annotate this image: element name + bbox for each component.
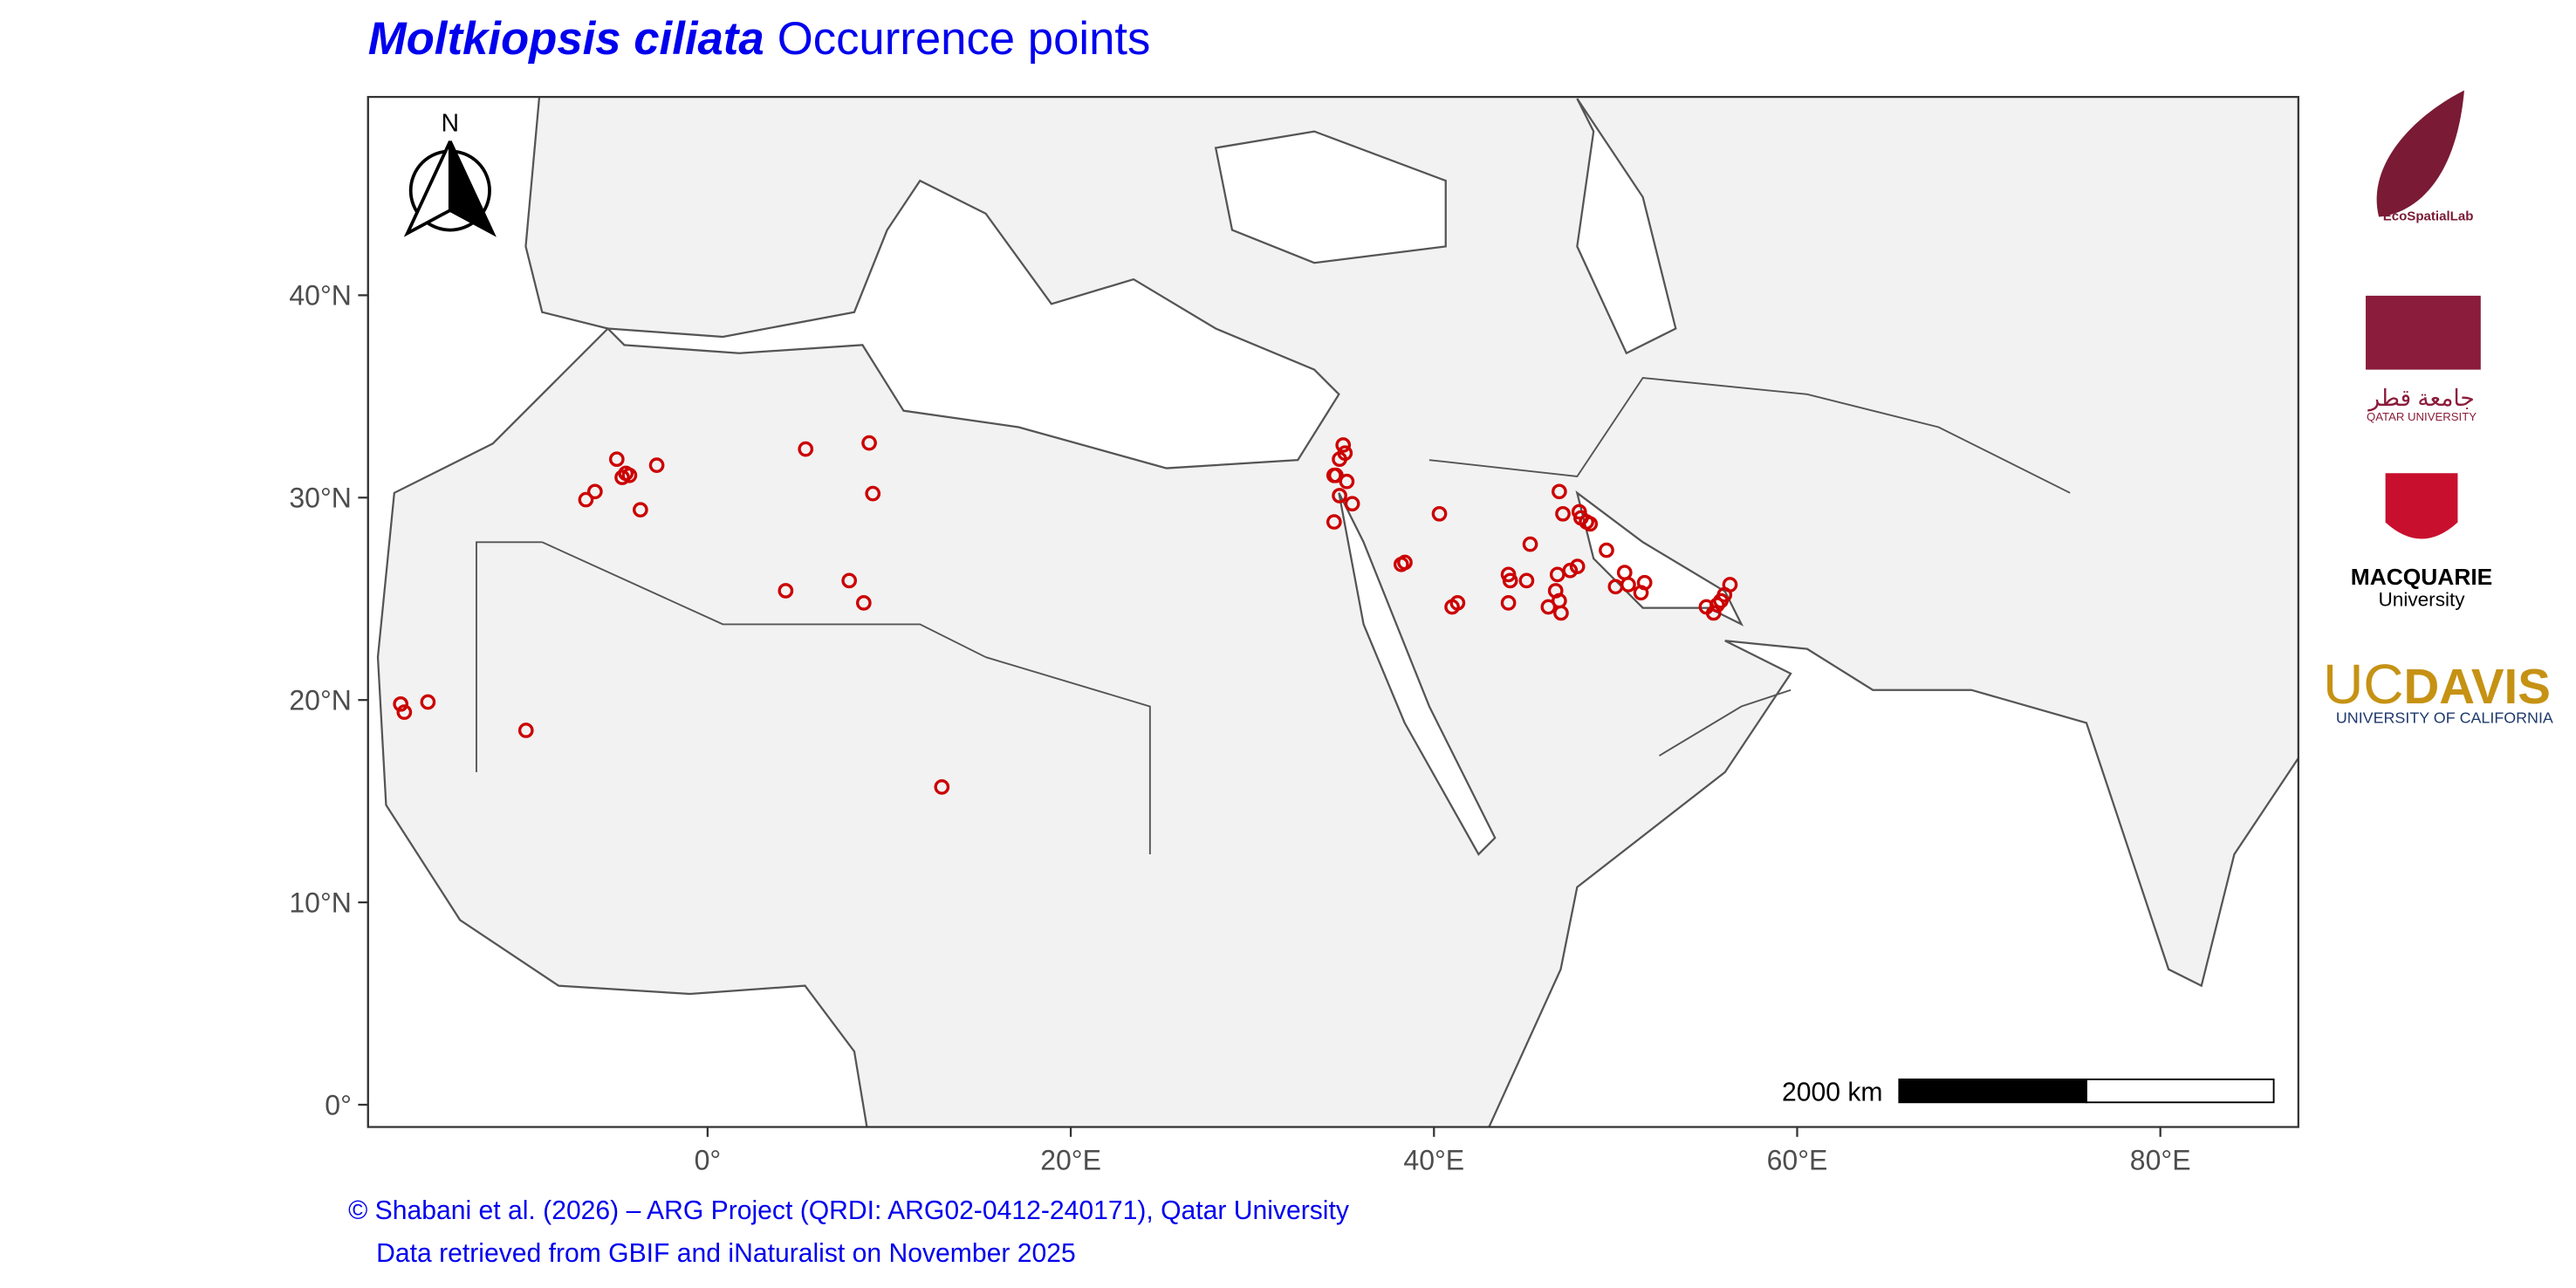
basemap bbox=[367, 97, 2299, 1127]
logo-text: جامعة قطر bbox=[2367, 385, 2474, 412]
logo-text: EcoSpatialLab bbox=[2383, 209, 2474, 223]
occurrence-point bbox=[1582, 516, 1599, 532]
title-species: Moltkiopsis ciliata bbox=[368, 13, 764, 65]
occurrence-point bbox=[1449, 595, 1466, 611]
occurrence-point bbox=[1552, 593, 1567, 609]
occurrence-point bbox=[1335, 437, 1352, 453]
caption-line: Data retrieved from GBIF and iNaturalist… bbox=[376, 1239, 1076, 1268]
occurrence-point bbox=[1555, 505, 1571, 522]
occurrence-point bbox=[1569, 558, 1586, 574]
borders bbox=[476, 377, 2071, 854]
occurrence-point bbox=[1599, 542, 1614, 558]
scale-black bbox=[1898, 1078, 2087, 1104]
occurrence-point bbox=[855, 595, 872, 611]
occurrence-point bbox=[578, 491, 594, 508]
occurrence-point bbox=[1709, 597, 1725, 613]
occurrence-point bbox=[393, 695, 409, 712]
north-arrow-right bbox=[448, 140, 497, 237]
x-tick-label: 20°E bbox=[1040, 1144, 1101, 1175]
logo-text: UCDAVIS bbox=[2323, 653, 2551, 716]
caption-line: © Shabani et al. (2026) – ARG Project (Q… bbox=[348, 1196, 1349, 1225]
occurrence-point bbox=[648, 457, 665, 474]
occurrence-point bbox=[621, 467, 638, 483]
x-tick-label: 40°E bbox=[1403, 1144, 1464, 1175]
x-tick-label: 60°E bbox=[1767, 1144, 1828, 1175]
qatar-emblem bbox=[2366, 295, 2481, 370]
scale-label: 2000 km bbox=[1782, 1078, 1882, 1106]
occurrence-point bbox=[1705, 605, 1722, 621]
occurrence-point bbox=[1328, 467, 1344, 483]
logo-text: QATAR UNIVERSITY bbox=[2367, 410, 2477, 423]
y-tick-label: 10°N bbox=[289, 887, 352, 918]
caption: © Shabani et al. (2026) – ARG Project (Q… bbox=[348, 1196, 1349, 1268]
occurrence-point bbox=[420, 694, 436, 710]
occurrence-point bbox=[841, 572, 858, 589]
north-arrow: N bbox=[403, 109, 497, 237]
occurrence-point bbox=[608, 451, 625, 468]
logo-text: MACQUARIE bbox=[2351, 564, 2492, 590]
logo-uc: UC bbox=[2323, 653, 2403, 716]
logo-text: UNIVERSITY OF CALIFORNIA bbox=[2336, 709, 2553, 726]
ecospatial-leaf bbox=[2376, 90, 2464, 217]
occurrence-point bbox=[865, 485, 881, 502]
logo-text: University bbox=[2378, 589, 2465, 611]
occurrence-point bbox=[633, 502, 648, 518]
y-tick-label: 0° bbox=[325, 1089, 352, 1120]
logo-davis: DAVIS bbox=[2404, 659, 2551, 714]
chart-title: Moltkiopsis ciliata Occurrence points bbox=[368, 13, 1151, 65]
y-tick-label: 40°N bbox=[289, 280, 352, 312]
y-tick-label: 20°N bbox=[289, 684, 352, 716]
occurrence-point bbox=[1502, 572, 1518, 589]
occurrence-point bbox=[614, 469, 630, 485]
occurrence-point bbox=[1344, 496, 1360, 512]
occurrence-point bbox=[934, 779, 950, 795]
x-tick-label: 0° bbox=[695, 1144, 722, 1175]
y-tick-label: 30°N bbox=[289, 483, 352, 514]
water bbox=[367, 97, 2299, 1127]
scale-bar: 2000 km bbox=[1782, 1078, 2275, 1106]
x-tick-label: 80°E bbox=[2130, 1144, 2191, 1175]
occurrence-point bbox=[1431, 505, 1448, 522]
occurrence-point bbox=[517, 723, 534, 738]
title-text: Occurrence points bbox=[778, 13, 1151, 65]
occurrence-point bbox=[1716, 586, 1733, 603]
occurrence-point bbox=[1500, 595, 1517, 611]
occurrence-point bbox=[1326, 514, 1342, 530]
north-label: N bbox=[442, 109, 459, 137]
occurrence-point bbox=[1552, 483, 1567, 500]
occurrence-point bbox=[1332, 488, 1347, 504]
occurrence-point bbox=[1397, 554, 1413, 571]
scale-white bbox=[2086, 1078, 2275, 1104]
occurrence-point bbox=[1522, 536, 1538, 552]
occurrence-point bbox=[1620, 577, 1636, 593]
occurrence-point bbox=[396, 704, 413, 720]
occurrence-point bbox=[861, 435, 877, 451]
logos: EcoSpatialLab جامعة قطر QATAR UNIVERSITY… bbox=[2323, 90, 2553, 726]
occurrence-point bbox=[586, 483, 603, 500]
occurrence-point bbox=[1633, 585, 1649, 601]
occurrence-point bbox=[798, 441, 814, 457]
occurrence-point bbox=[778, 583, 794, 599]
macquarie-shield bbox=[2385, 473, 2458, 539]
occurrence-point bbox=[1518, 572, 1535, 589]
occurrence-point bbox=[1337, 445, 1353, 462]
plot-frame bbox=[367, 95, 2299, 1128]
